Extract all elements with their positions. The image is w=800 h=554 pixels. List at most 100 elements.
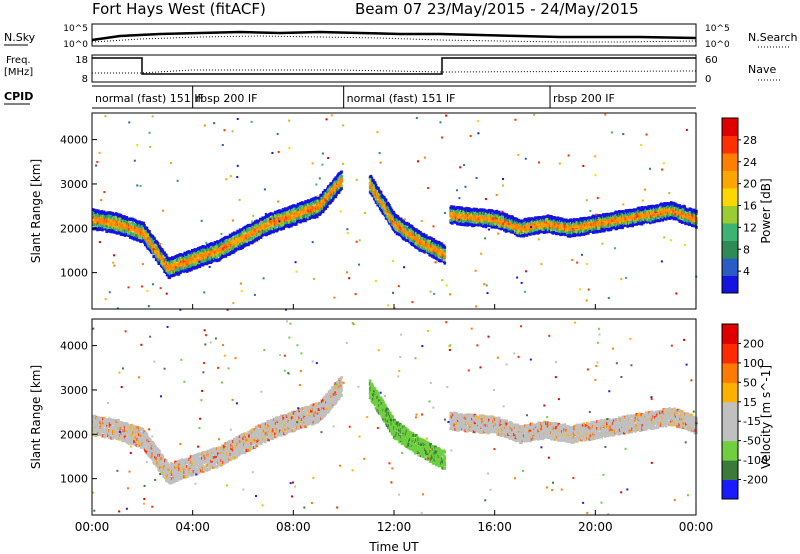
data-cell: [168, 276, 171, 280]
noise-cell: [348, 277, 351, 280]
data-cell: [237, 240, 240, 244]
data-cell: [295, 222, 298, 226]
data-cell: [210, 247, 213, 251]
data-cell: [664, 212, 667, 216]
data-cell: [393, 228, 396, 232]
noise-cell: [378, 152, 381, 155]
data-cell: [690, 212, 694, 216]
noise-cell: [159, 242, 162, 245]
data-cell: [331, 198, 334, 202]
data-cell: [394, 230, 398, 234]
data-cell: [247, 243, 250, 247]
data-cell: [198, 265, 202, 269]
noise-cell: [661, 168, 664, 171]
data-cell: [114, 219, 118, 223]
noise-cell: [596, 196, 599, 199]
data-cell: [678, 204, 681, 208]
data-cell: [442, 244, 446, 248]
data-cell: [169, 264, 172, 268]
data-cell: [517, 234, 520, 238]
noise-cell: [458, 218, 461, 221]
noise-cell: [208, 265, 211, 268]
data-cell: [140, 436, 144, 440]
data-cell: [505, 213, 509, 217]
data-cell: [138, 229, 142, 233]
colorbar-tick-label: 24: [743, 156, 757, 169]
data-cell: [142, 221, 145, 225]
data-cell: [149, 236, 153, 240]
data-cell: [189, 261, 192, 265]
data-cell: [480, 208, 484, 212]
data-cell: [404, 230, 407, 234]
data-cell: [689, 212, 692, 216]
data-cell: [500, 219, 504, 223]
data-cell: [224, 254, 228, 258]
data-cell: [298, 210, 301, 214]
data-cell: [190, 264, 194, 268]
data-cell: [113, 431, 117, 435]
data-cell: [433, 245, 437, 249]
data-cell: [312, 211, 316, 215]
data-cell: [391, 220, 395, 224]
data-cell: [204, 249, 208, 253]
noise-cell: [220, 232, 223, 235]
data-cell: [269, 224, 272, 228]
data-cell: [93, 209, 97, 213]
data-cell: [520, 223, 524, 227]
data-cell: [160, 258, 164, 262]
data-cell: [175, 466, 179, 470]
data-cell: [666, 212, 670, 216]
data-cell: [99, 213, 103, 217]
data-cell: [581, 229, 585, 233]
data-cell: [527, 217, 530, 221]
data-cell: [106, 216, 109, 220]
data-cell: [430, 239, 434, 243]
data-cell: [555, 218, 559, 222]
noise-cell: [576, 261, 579, 264]
data-cell: [317, 203, 321, 207]
data-cell: [159, 257, 163, 261]
data-cell: [304, 210, 307, 214]
data-cell: [159, 251, 163, 255]
noise-cell: [514, 118, 517, 121]
data-cell: [192, 263, 196, 267]
data-cell: [370, 176, 374, 180]
data-cell: [142, 238, 145, 242]
data-cell: [399, 217, 403, 221]
data-cell: [116, 422, 119, 426]
data-cell: [621, 226, 624, 230]
data-cell: [102, 210, 106, 214]
data-cell: [186, 255, 190, 259]
data-cell: [617, 226, 621, 230]
noise-cell: [445, 114, 448, 117]
noise-cell: [662, 162, 665, 165]
data-cell: [159, 246, 162, 250]
data-cell: [425, 243, 429, 247]
data-cell: [110, 215, 114, 219]
data-cell: [513, 226, 517, 230]
data-cell: [237, 247, 240, 251]
noise-cell: [321, 163, 324, 166]
data-cell: [260, 217, 264, 221]
noise-cell: [277, 200, 280, 203]
nave-tick-top: 60: [705, 55, 718, 66]
data-cell: [303, 212, 306, 216]
data-cell: [544, 230, 547, 234]
data-cell: [321, 203, 325, 207]
noise-cell: [327, 157, 330, 160]
data-cell: [109, 224, 113, 228]
data-cell: [397, 231, 400, 235]
data-cell: [311, 215, 315, 219]
noise-cell: [264, 212, 267, 215]
data-cell: [396, 215, 400, 219]
data-cell: [190, 250, 193, 254]
data-cell: [136, 444, 140, 448]
data-cell: [414, 231, 418, 235]
noise-cell: [415, 117, 418, 120]
noise-cell: [589, 209, 592, 212]
data-cell: [462, 216, 466, 220]
noise-cell: [252, 214, 255, 217]
noise-cell: [358, 239, 361, 242]
data-cell: [175, 475, 178, 479]
